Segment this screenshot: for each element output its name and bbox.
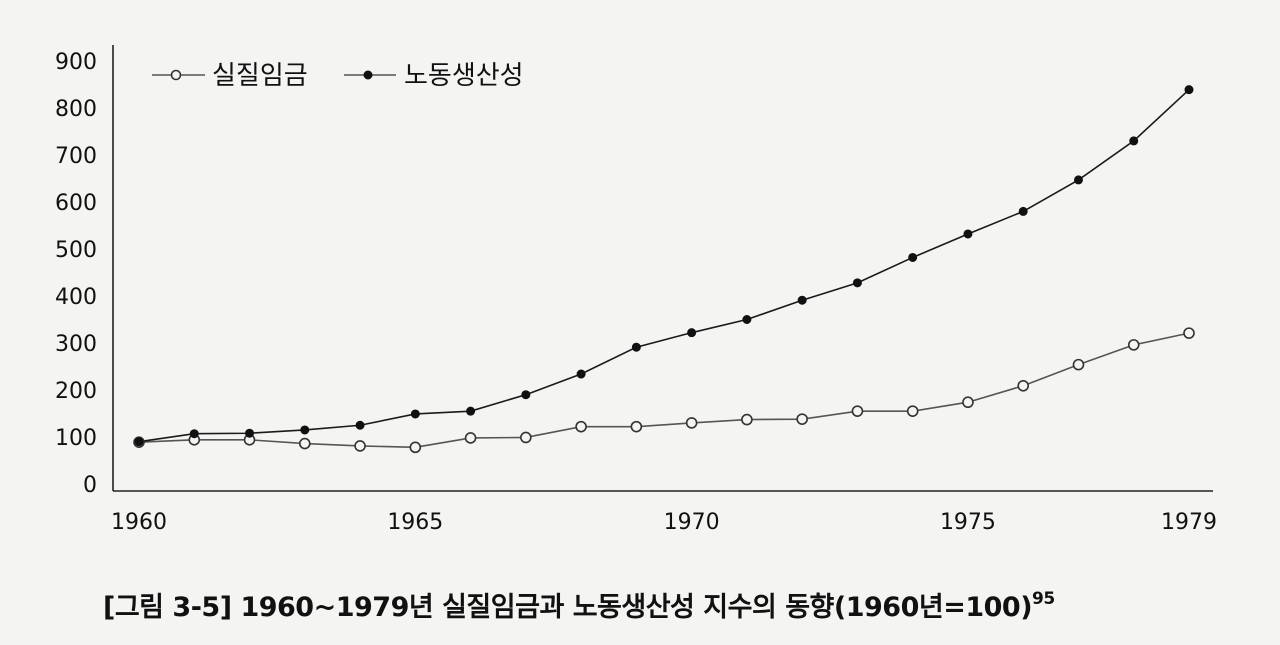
legend-label-2: 노동생산성 (404, 61, 524, 91)
legend-marker-1 (170, 69, 182, 81)
y-tick-label: 500 (55, 238, 97, 263)
data-point-series-2 (631, 342, 641, 352)
y-tick-label: 900 (55, 50, 97, 75)
data-point-series-2 (410, 409, 420, 419)
data-point-series-2 (1018, 206, 1028, 216)
data-point-series-2 (797, 295, 807, 305)
legend-marker-2 (363, 70, 373, 80)
data-point-series-1 (796, 413, 808, 425)
caption-text: [그림 3-5] 1960~1979년 실질임금과 노동생산성 지수의 동향(1… (103, 592, 1033, 623)
y-tick-label: 800 (55, 97, 97, 122)
data-point-series-2 (576, 369, 586, 379)
data-point-series-1 (354, 440, 366, 452)
data-point-series-2 (963, 229, 973, 239)
series-line-1 (138, 332, 1190, 449)
data-point-series-1 (906, 405, 919, 417)
data-point-series-2 (245, 428, 255, 438)
y-tick-label: 600 (55, 191, 97, 216)
x-tick-label: 1960 (111, 510, 167, 535)
data-point-series-2 (742, 315, 752, 324)
data-point-series-1 (520, 431, 532, 444)
data-point-series-2 (1129, 136, 1139, 146)
data-point-series-1 (741, 413, 753, 426)
x-tick-labels: 1960 1965 1970 1975 1979 (111, 510, 1217, 535)
line-chart: 0 100 200 300 400 500 600 700 800 900 1960 1965 197… (55, 45, 1217, 535)
data-point-series-2 (852, 278, 862, 288)
data-point-series-1 (962, 396, 974, 409)
x-tick-label: 1970 (664, 510, 720, 535)
y-tick-label: 100 (55, 426, 97, 451)
data-point-series-2 (300, 425, 310, 435)
data-point-series-2 (908, 252, 918, 262)
legend: 실질임금 노동생산성 (152, 61, 524, 91)
data-point-series-2 (1184, 85, 1194, 95)
data-point-series-2 (134, 437, 144, 447)
data-point-series-1 (851, 405, 864, 417)
x-tick-label: 1979 (1161, 510, 1217, 535)
figure-caption: [그림 3-5] 1960~1979년 실질임금과 노동생산성 지수의 동향(1… (103, 585, 1055, 624)
data-point-series-1 (1017, 379, 1030, 392)
caption-footnote: 95 (1032, 589, 1055, 609)
data-point-series-1 (1183, 327, 1195, 339)
data-point-series-2 (189, 429, 199, 439)
data-point-series-1 (464, 432, 477, 444)
data-point-series-1 (298, 437, 311, 450)
series-points (133, 85, 1195, 454)
data-point-series-2 (687, 328, 697, 338)
x-tick-label: 1965 (387, 510, 443, 535)
y-tick-label: 200 (55, 379, 97, 404)
data-point-series-2 (521, 390, 531, 400)
data-point-series-1 (575, 420, 587, 433)
data-point-series-1 (1127, 339, 1140, 351)
data-point-series-1 (685, 417, 698, 429)
series-line-2 (138, 89, 1190, 443)
x-tick-label: 1975 (940, 510, 996, 535)
series-lines (138, 89, 1190, 449)
y-tick-labels: 0 100 200 300 400 500 600 700 800 900 (55, 50, 97, 498)
y-tick-label: 400 (55, 285, 97, 310)
y-tick-label: 300 (55, 332, 97, 357)
data-point-series-1 (409, 441, 422, 454)
legend-label-1: 실질임금 (212, 61, 308, 91)
y-tick-label: 0 (83, 473, 97, 498)
data-point-series-1 (630, 420, 643, 433)
y-tick-label: 700 (55, 144, 97, 169)
data-point-series-2 (1073, 175, 1083, 185)
data-point-series-2 (355, 420, 365, 430)
data-point-series-2 (466, 406, 476, 416)
data-point-series-1 (1072, 358, 1085, 371)
